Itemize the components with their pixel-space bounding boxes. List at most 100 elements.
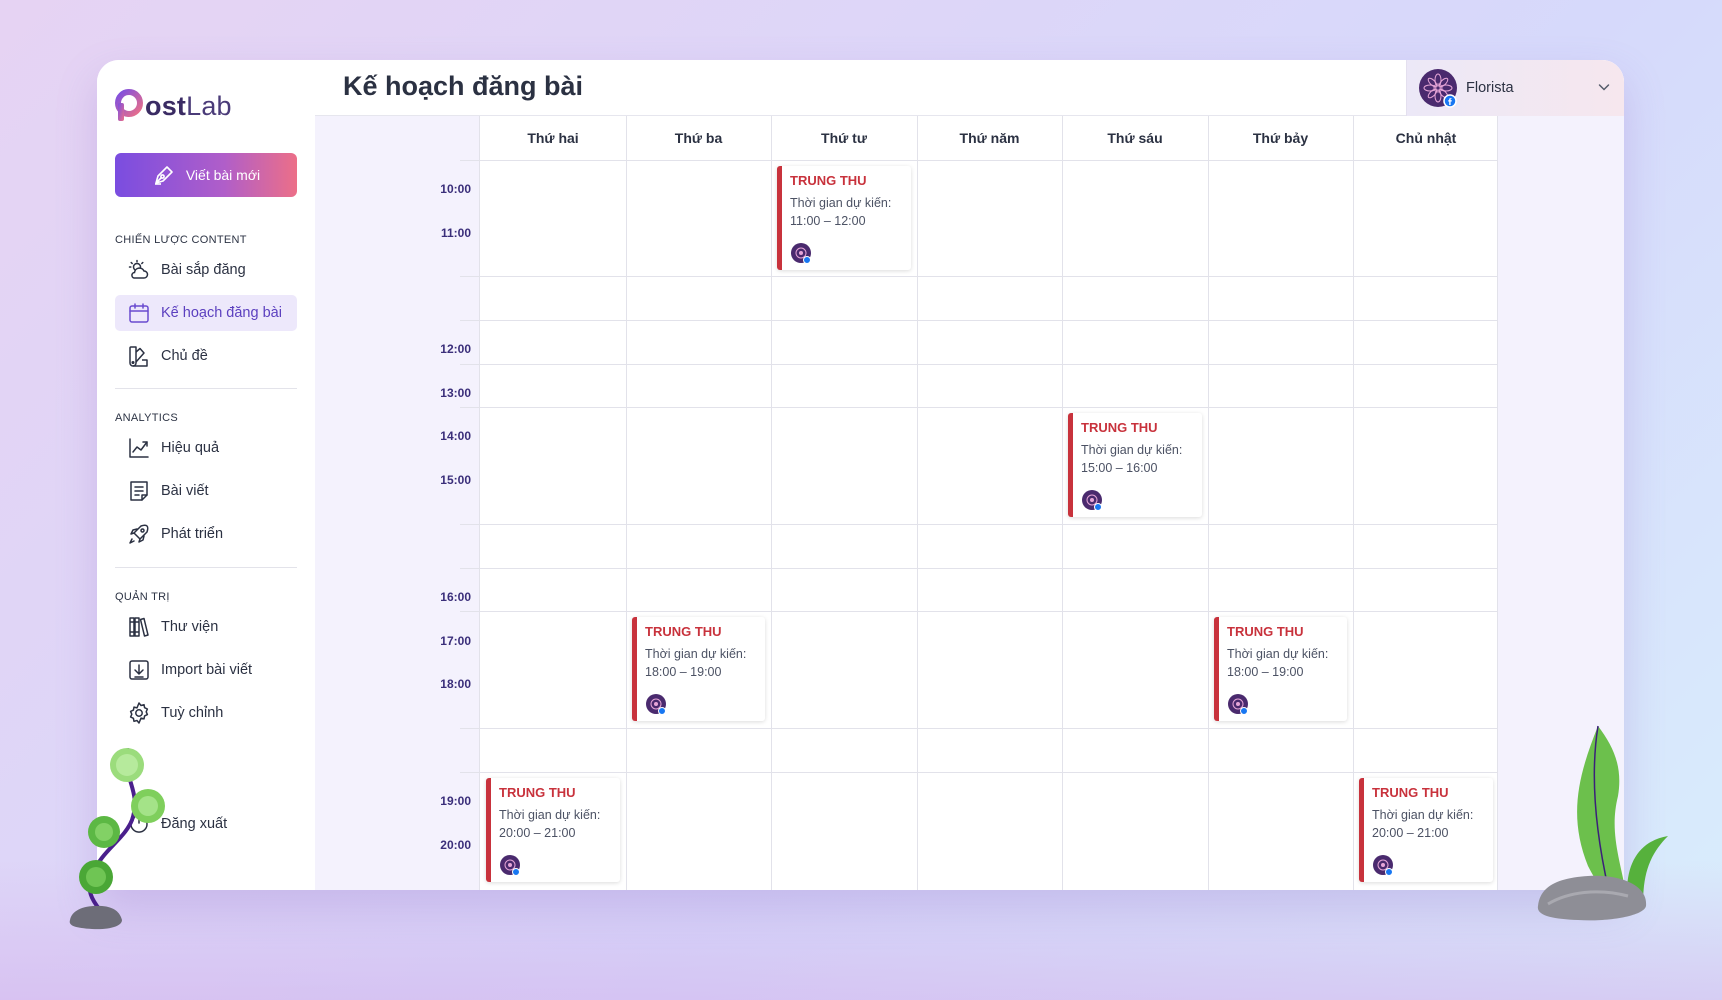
event-title: TRUNG THU bbox=[1372, 785, 1449, 800]
time-label: 17:00 bbox=[440, 634, 471, 648]
day-header-monday[interactable]: Thứ hai bbox=[527, 130, 579, 146]
day-header-friday[interactable]: Thứ sáu bbox=[1107, 130, 1163, 146]
event-title: TRUNG THU bbox=[645, 624, 722, 639]
sidebar-divider bbox=[115, 388, 297, 389]
florista-avatar-icon bbox=[500, 855, 520, 876]
event-card-friday[interactable]: TRUNG THU Thời gian dự kiến: 15:00 – 16:… bbox=[1068, 413, 1202, 517]
sidebar-item-growth[interactable]: Phát triển bbox=[115, 516, 297, 552]
decorative-seaweed-icon bbox=[1537, 725, 1668, 921]
time-label: 11:00 bbox=[440, 226, 471, 240]
hour-divider bbox=[460, 728, 1497, 729]
account-name: Florista bbox=[1466, 80, 1514, 96]
document-icon bbox=[130, 481, 148, 501]
sidebar-item-label: Import bài viết bbox=[161, 662, 253, 678]
event-title: TRUNG THU bbox=[1081, 420, 1158, 435]
section-title-admin: QUẢN TRỊ bbox=[115, 591, 170, 603]
cloud-sun-icon bbox=[128, 259, 149, 279]
new-post-label: Viết bài mới bbox=[185, 167, 261, 183]
new-post-button[interactable]: Viết bài mới bbox=[115, 153, 297, 197]
hour-divider bbox=[460, 524, 1497, 525]
sidebar-item-performance[interactable]: Hiệu quả bbox=[115, 430, 297, 466]
event-time: 20:00 – 21:00 bbox=[1372, 826, 1449, 840]
gear-icon bbox=[129, 702, 149, 724]
day-header-thursday[interactable]: Thứ năm bbox=[959, 130, 1020, 146]
event-card-sunday[interactable]: TRUNG THU Thời gian dự kiến: 20:00 – 21:… bbox=[1359, 778, 1493, 882]
event-title: TRUNG THU bbox=[1227, 624, 1304, 639]
day-divider bbox=[917, 116, 918, 890]
florista-avatar-icon bbox=[1373, 855, 1393, 876]
event-time: 20:00 – 21:00 bbox=[499, 826, 576, 840]
sidebar-item-label: Kế hoạch đăng bài bbox=[161, 305, 282, 321]
event-card-saturday[interactable]: TRUNG THU Thời gian dự kiến: 18:00 – 19:… bbox=[1214, 617, 1347, 721]
sidebar-divider bbox=[115, 567, 297, 568]
event-time-label: Thời gian dự kiến: bbox=[499, 808, 601, 822]
section-title-content-strategy: CHIẾN LƯỢC CONTENT bbox=[115, 234, 247, 246]
hour-divider bbox=[460, 364, 1497, 365]
time-label: 20:00 bbox=[440, 838, 471, 852]
postlab-logo[interactable]: ostLab bbox=[115, 86, 232, 126]
sidebar-item-label: Phát triển bbox=[161, 526, 224, 542]
swatch-icon bbox=[129, 346, 148, 367]
time-label: 13:00 bbox=[440, 386, 471, 400]
hour-divider bbox=[460, 407, 1497, 408]
weekly-calendar: 10:00 11:00 12:00 13:00 14:00 15:00 16:0… bbox=[315, 116, 1624, 890]
day-divider bbox=[771, 116, 772, 890]
rocket-icon bbox=[129, 524, 149, 544]
account-switcher[interactable]: Florista bbox=[1406, 60, 1624, 116]
sidebar-item-upcoming-posts[interactable]: Bài sắp đăng bbox=[115, 252, 297, 288]
day-divider bbox=[1208, 116, 1209, 890]
florista-avatar-icon bbox=[1228, 694, 1248, 715]
sidebar-item-settings[interactable]: Tuỳ chỉnh bbox=[115, 695, 297, 731]
chart-line-icon bbox=[129, 438, 149, 458]
event-time: 18:00 – 19:00 bbox=[1227, 665, 1304, 679]
chevron-down-icon[interactable] bbox=[1596, 79, 1612, 95]
event-card-wednesday[interactable]: TRUNG THU Thời gian dự kiến: 11:00 – 12:… bbox=[777, 166, 911, 270]
hour-divider bbox=[460, 276, 1497, 277]
florista-avatar-icon bbox=[646, 694, 666, 715]
library-icon bbox=[129, 617, 149, 637]
day-header-saturday[interactable]: Thứ bảy bbox=[1252, 130, 1309, 146]
sidebar-item-label: Tuỳ chỉnh bbox=[161, 705, 224, 721]
event-time-label: Thời gian dự kiến: bbox=[1227, 647, 1329, 661]
time-label: 12:00 bbox=[440, 342, 471, 356]
hour-divider bbox=[460, 568, 1497, 569]
day-divider bbox=[1353, 116, 1354, 890]
event-time-label: Thời gian dự kiến: bbox=[1081, 443, 1183, 457]
sidebar-item-library[interactable]: Thư viện bbox=[115, 609, 297, 645]
time-label: 18:00 bbox=[440, 677, 471, 691]
hour-divider bbox=[460, 772, 1497, 773]
time-label: 14:00 bbox=[440, 429, 471, 443]
logo-mark-icon bbox=[115, 89, 143, 121]
time-label: 19:00 bbox=[440, 794, 471, 808]
event-card-monday[interactable]: TRUNG THU Thời gian dự kiến: 20:00 – 21:… bbox=[486, 778, 620, 882]
section-title-analytics: ANALYTICS bbox=[115, 412, 179, 424]
florista-avatar-icon bbox=[1082, 490, 1102, 511]
sidebar-item-topics[interactable]: Chủ đề bbox=[115, 338, 297, 374]
event-time: 18:00 – 19:00 bbox=[645, 665, 722, 679]
day-header-sunday[interactable]: Chủ nhật bbox=[1395, 130, 1457, 146]
top-header: Kế hoạch đăng bài Florista bbox=[315, 60, 1624, 116]
time-label: 16:00 bbox=[440, 590, 471, 604]
event-card-tuesday[interactable]: TRUNG THU Thời gian dự kiến: 18:00 – 19:… bbox=[632, 617, 765, 721]
decorative-vine-icon bbox=[69, 748, 165, 930]
florista-avatar-icon bbox=[1419, 69, 1457, 108]
time-label: 10:00 bbox=[440, 182, 471, 196]
day-header-tuesday[interactable]: Thứ ba bbox=[674, 130, 723, 146]
calendar-icon bbox=[129, 303, 149, 323]
day-header-wednesday[interactable]: Thứ tư bbox=[821, 130, 867, 146]
event-time-label: Thời gian dự kiến: bbox=[645, 647, 747, 661]
sidebar-item-posting-plan[interactable]: Kế hoạch đăng bài bbox=[115, 295, 297, 331]
sidebar-item-import-posts[interactable]: Import bài viết bbox=[115, 652, 297, 688]
sidebar-item-label: Thư viện bbox=[161, 619, 219, 635]
event-title: TRUNG THU bbox=[499, 785, 576, 800]
sidebar-item-posts[interactable]: Bài viết bbox=[115, 473, 297, 509]
app-window: ostLab Viết bài mới CHIẾN LƯỢC CONTENT B… bbox=[97, 60, 1624, 890]
pen-icon bbox=[154, 166, 173, 185]
event-time: 15:00 – 16:00 bbox=[1081, 461, 1158, 475]
logo-text: ostLab bbox=[145, 90, 232, 121]
event-time-label: Thời gian dự kiến: bbox=[1372, 808, 1474, 822]
import-icon bbox=[129, 660, 149, 680]
hour-divider bbox=[460, 611, 1497, 612]
sidebar-item-label: Bài sắp đăng bbox=[161, 262, 246, 278]
time-column: 10:00 11:00 12:00 13:00 14:00 15:00 16:0… bbox=[315, 116, 479, 890]
